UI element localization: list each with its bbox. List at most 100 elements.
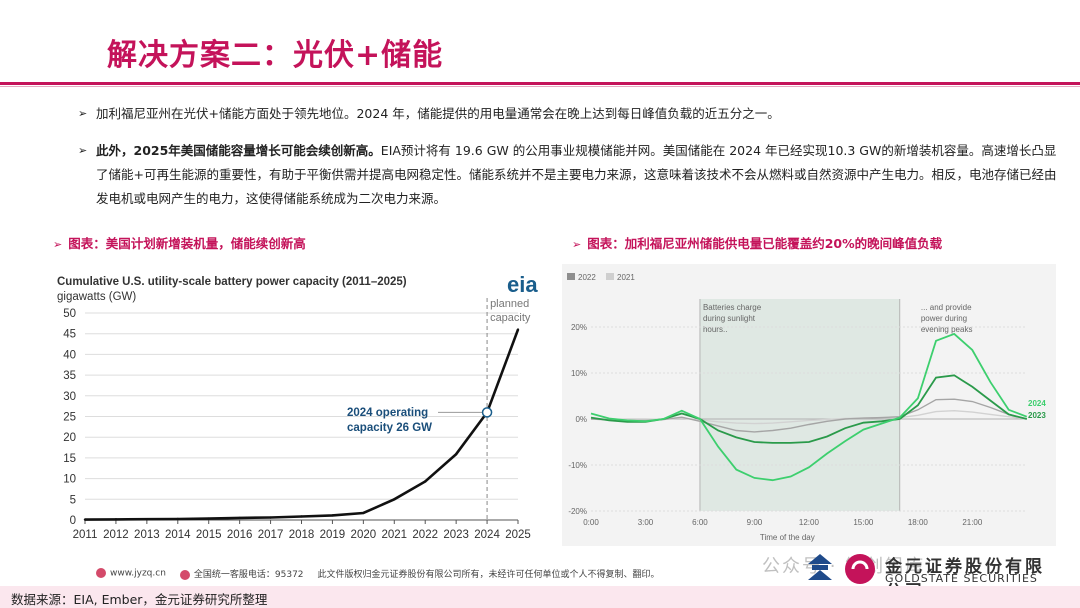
right-chart-caption: ➢ 图表：加利福尼亚州储能供电量已能覆盖约20%的晚间峰值负载 xyxy=(572,233,942,252)
charge-annotation: hours.. xyxy=(703,325,727,334)
series-label-2023: 2023 xyxy=(1028,411,1046,420)
chart1-ytick: 5 xyxy=(70,494,76,506)
bullet-2-lead: 此外，2025年美国储能容量增长可能会续创新高。 xyxy=(96,143,381,158)
chart2-xtick: 21:00 xyxy=(962,518,983,527)
bullet-arrow-icon: ➢ xyxy=(78,144,88,157)
capacity-point xyxy=(176,517,179,521)
provide-annotation: ... and provide xyxy=(921,303,972,312)
bullet-arrow-icon: ➢ xyxy=(78,107,88,120)
caption-arrow-icon: ➢ xyxy=(53,238,63,251)
chart1-xtick: 2019 xyxy=(320,529,346,541)
chart2-xtick: 9:00 xyxy=(747,518,763,527)
chart1-ytick: 45 xyxy=(63,329,76,341)
company-logo: 金元证券股份有限公司 GOLDSTATE SECURITIES CO., LTD… xyxy=(805,550,1055,602)
capacity-point xyxy=(454,452,458,456)
chart1-ytick: 0 xyxy=(70,515,76,527)
pagoda-logo-icon xyxy=(808,554,832,580)
chart1-xtick: 2018 xyxy=(289,529,315,541)
capacity-point xyxy=(393,498,396,501)
bullet-1: ➢ 加利福尼亚州在光伏+储能方面处于领先地位。2024 年，储能提供的用电量通常… xyxy=(78,102,998,126)
footer-hotline-text: 全国统一客服电话：95372 xyxy=(193,570,304,580)
chart2-xtick: 3:00 xyxy=(638,518,654,527)
capacity-point xyxy=(424,480,427,483)
operating-label-2: capacity 26 GW xyxy=(347,422,432,434)
capacity-point xyxy=(145,517,149,521)
chart1-ytick: 30 xyxy=(63,391,76,403)
footer-notice: 此文件版权归金元证券股份有限公司所有，未经许可任何单位或个人不得复制、翻印。 xyxy=(317,570,660,580)
chart1-ytick: 40 xyxy=(63,349,76,361)
capacity-point xyxy=(300,515,303,518)
charge-annotation: Batteries charge xyxy=(703,303,762,312)
globe-icon xyxy=(96,568,106,579)
capacity-point xyxy=(362,511,365,515)
charging-period-band xyxy=(699,299,900,511)
chart1-title: Cumulative U.S. utility-scale battery po… xyxy=(57,276,407,288)
chart1-xtick: 2015 xyxy=(196,529,222,541)
capacity-point xyxy=(516,328,520,331)
chart1-xtick: 2016 xyxy=(227,529,253,541)
title-divider xyxy=(0,82,1080,85)
footer: www.jyzq.cn 全国统一客服电话：95372 此文件版权归金元证券股份有… xyxy=(96,567,674,580)
chart1-ytick: 10 xyxy=(63,474,76,486)
chart1-xtick: 2024 xyxy=(474,529,500,541)
chart2-ytick: 0% xyxy=(575,415,587,424)
capacity-point xyxy=(207,517,210,520)
operating-2024-marker xyxy=(481,407,493,418)
operating-label-1: 2024 operating xyxy=(347,407,428,419)
capacity-point xyxy=(269,516,272,519)
chart2-xtick: 18:00 xyxy=(908,518,929,527)
source-text: 数据来源：EIA, Ember，金元证券研究所整理 xyxy=(11,592,268,607)
capacity-point xyxy=(238,516,241,520)
chart2-xtick: 6:00 xyxy=(692,518,708,527)
bullet-1-text: 加利福尼亚州在光伏+储能方面处于领先地位。2024 年，储能提供的用电量通常会在… xyxy=(96,106,780,121)
watermark: 公众号 · 铝创铝库 xyxy=(762,556,926,577)
capacity-point xyxy=(114,518,118,521)
capacity-line xyxy=(84,329,520,521)
capacity-point xyxy=(331,514,334,517)
footer-site[interactable]: www.jyzq.cn xyxy=(96,568,166,579)
provide-annotation: evening peaks xyxy=(921,325,973,334)
right-caption-text: 图表：加利福尼亚州储能供电量已能覆盖约20%的晚间峰值负载 xyxy=(587,236,943,251)
eia-logo: eia xyxy=(507,272,538,297)
capacity-point xyxy=(83,518,87,521)
chart1-xtick: 2013 xyxy=(134,529,160,541)
battery-capacity-chart: Cumulative U.S. utility-scale battery po… xyxy=(57,272,538,541)
footer-hotline: 全国统一客服电话：95372 xyxy=(179,567,304,580)
provide-annotation: power during xyxy=(921,314,967,323)
chart2-xlabel: Time of the day xyxy=(760,533,815,542)
chart1-xtick: 2021 xyxy=(381,529,407,541)
chart1-xtick: 2014 xyxy=(165,529,191,541)
legend-2022-label: 2022 xyxy=(578,273,596,282)
bullet-2: ➢ 此外，2025年美国储能容量增长可能会续创新高。EIA预计将有 19.6 G… xyxy=(78,139,1068,211)
chart1-ytick: 20 xyxy=(63,432,76,444)
chart1-xtick: 2012 xyxy=(103,529,129,541)
series-line-2024 xyxy=(590,332,1028,482)
footer-site-text: www.jyzq.cn xyxy=(110,568,166,579)
left-chart-caption: ➢ 图表：美国计划新增装机量，储能续创新高 xyxy=(53,233,306,252)
left-caption-text: 图表：美国计划新增装机量，储能续创新高 xyxy=(68,236,306,251)
chart2-xtick: 0:00 xyxy=(583,518,599,527)
legend-2021-label: 2021 xyxy=(617,273,635,282)
chart1-ytick: 25 xyxy=(63,412,76,424)
chart1-xtick: 2023 xyxy=(443,529,469,541)
chart2-xtick: 15:00 xyxy=(853,518,874,527)
chart1-xtick: 2025 xyxy=(505,529,531,541)
chart1-xtick: 2011 xyxy=(73,529,98,541)
chart1-ytick: 15 xyxy=(63,453,76,465)
chart1-ytick: 35 xyxy=(63,370,76,382)
bullet-2-text: EIA预计将有 19.6 GW 的公用事业规模储能并网。美国储能在 2024 年… xyxy=(96,143,1057,206)
chart1-ylabel: gigawatts (GW) xyxy=(57,291,136,303)
planned-capacity-label: planned xyxy=(490,298,529,310)
chart1-xtick: 2020 xyxy=(351,529,377,541)
phone-icon xyxy=(179,569,190,580)
chart2-ytick: -10% xyxy=(568,461,587,470)
goldstate-logo-icon xyxy=(845,554,875,584)
caption-arrow-icon: ➢ xyxy=(572,238,582,251)
legend-2022-swatch xyxy=(567,273,575,280)
planned-capacity-label: capacity xyxy=(490,312,531,324)
chart2-ytick: -20% xyxy=(568,507,587,516)
chart1-xtick: 2017 xyxy=(258,529,284,541)
chart1-xtick: 2022 xyxy=(412,529,438,541)
legend-2021-swatch xyxy=(606,273,614,280)
chart2-ytick: 20% xyxy=(571,323,587,332)
